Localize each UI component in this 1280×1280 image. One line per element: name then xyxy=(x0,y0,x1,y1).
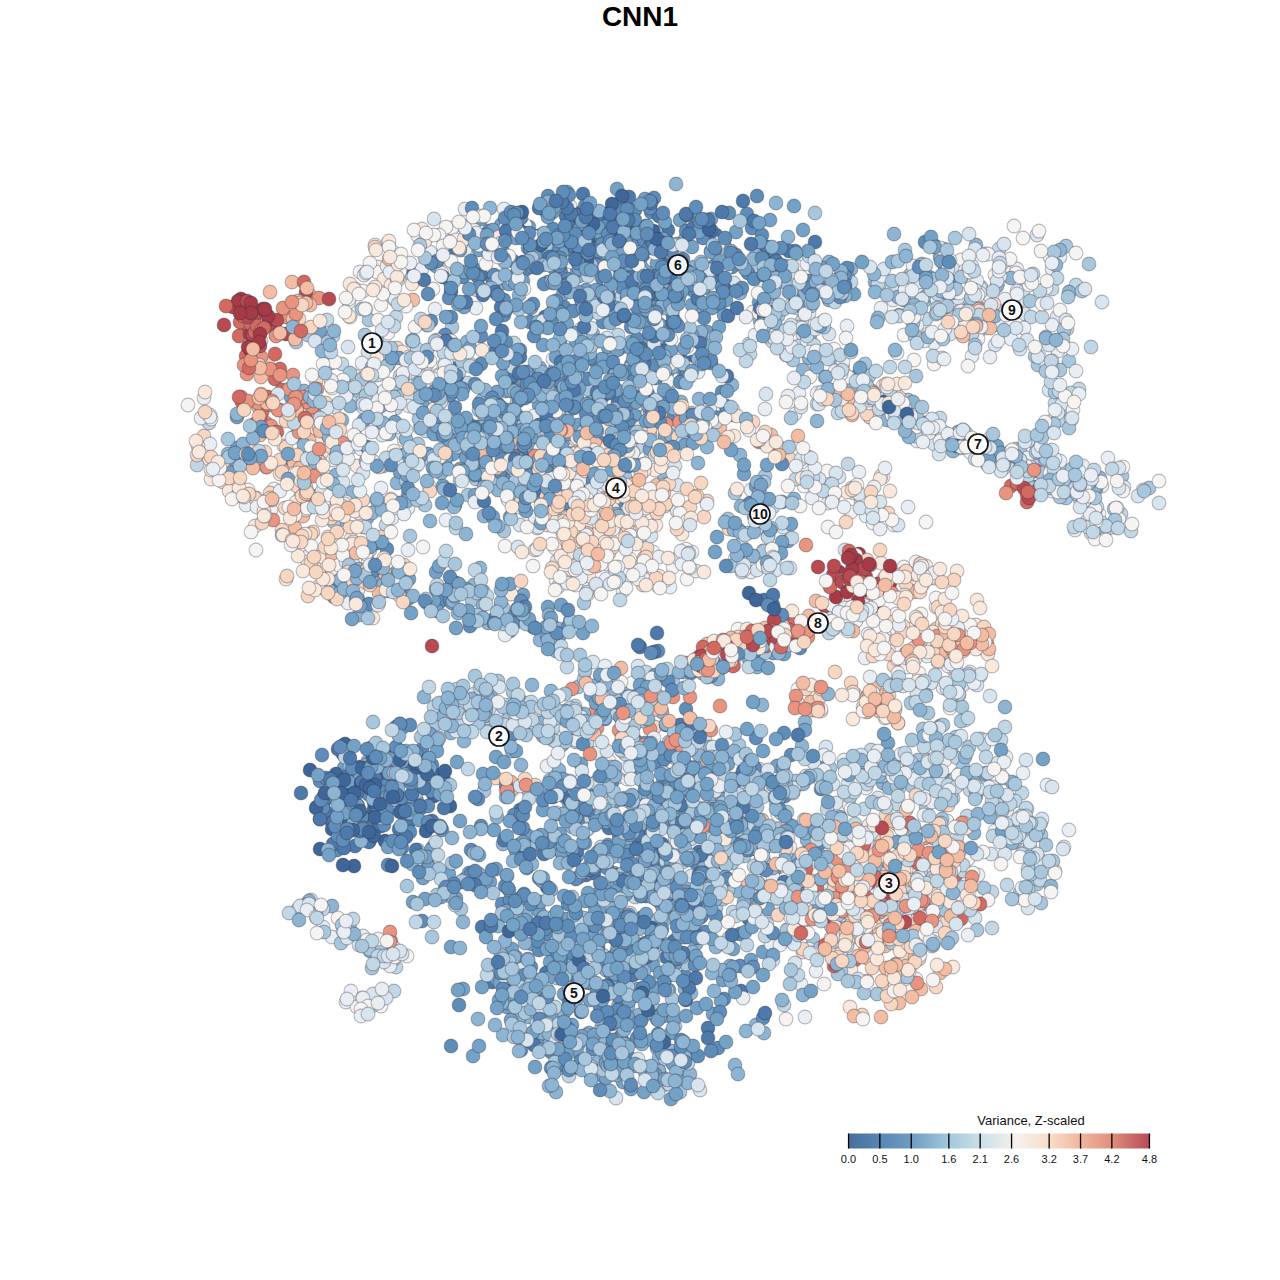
svg-text:10: 10 xyxy=(752,506,768,522)
svg-text:3: 3 xyxy=(885,875,893,891)
svg-text:Variance, Z-scaled: Variance, Z-scaled xyxy=(977,1113,1084,1128)
svg-text:4.8: 4.8 xyxy=(1142,1153,1157,1165)
svg-text:0.0: 0.0 xyxy=(841,1153,856,1165)
svg-text:4.2: 4.2 xyxy=(1104,1153,1119,1165)
svg-text:1.0: 1.0 xyxy=(904,1153,919,1165)
svg-text:5: 5 xyxy=(570,985,578,1001)
svg-text:0.5: 0.5 xyxy=(872,1153,887,1165)
svg-text:9: 9 xyxy=(1008,302,1016,318)
svg-text:2.6: 2.6 xyxy=(1004,1153,1019,1165)
svg-text:1.6: 1.6 xyxy=(941,1153,956,1165)
svg-text:3.2: 3.2 xyxy=(1042,1153,1057,1165)
svg-text:2.1: 2.1 xyxy=(973,1153,988,1165)
svg-text:3.7: 3.7 xyxy=(1073,1153,1088,1165)
svg-text:6: 6 xyxy=(674,257,682,273)
svg-text:4: 4 xyxy=(612,480,620,496)
svg-text:1: 1 xyxy=(368,335,376,351)
svg-text:7: 7 xyxy=(974,436,982,452)
svg-text:2: 2 xyxy=(495,728,503,744)
svg-text:8: 8 xyxy=(814,615,822,631)
svg-text:CNN1: CNN1 xyxy=(602,1,678,32)
